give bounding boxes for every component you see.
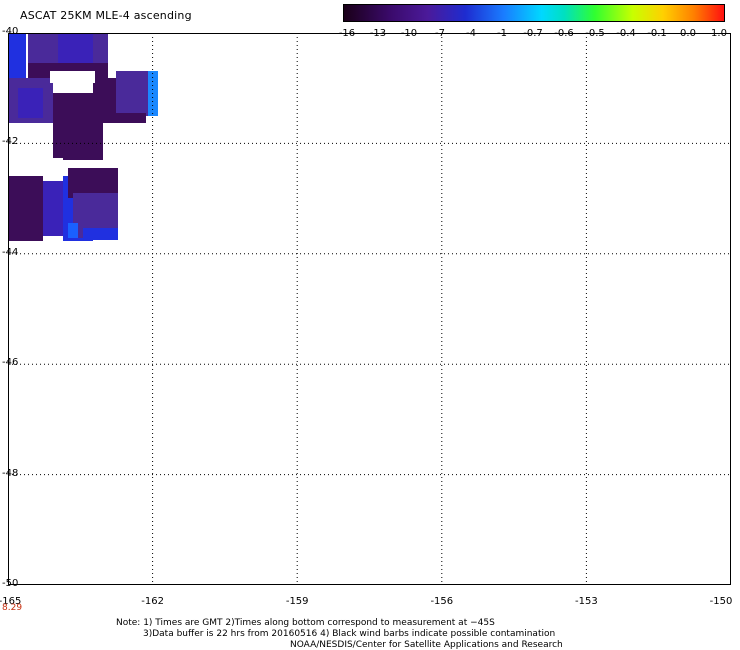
data-cell: [116, 113, 146, 123]
longitude-label: -165: [0, 596, 22, 607]
latitude-label: -44: [2, 246, 19, 258]
data-cells: [8, 33, 158, 241]
note-line-2: 3)Data buffer is 22 hrs from 20160516 4)…: [143, 629, 556, 639]
data-gap: [50, 71, 95, 83]
latitude-label: -50: [2, 578, 19, 589]
latitude-label: -42: [2, 136, 19, 148]
longitude-label: -159: [285, 596, 309, 607]
data-cell: [93, 78, 118, 123]
latitude-label: -46: [2, 357, 19, 369]
longitude-label: -153: [575, 596, 598, 607]
data-cell: [8, 228, 28, 240]
note-line-3: NOAA/NESDIS/Center for Satellite Applica…: [290, 640, 563, 650]
data-cell: [53, 123, 103, 158]
longitude-label: -162: [141, 596, 164, 607]
data-cell: [63, 153, 103, 160]
grid-lines: [8, 33, 731, 585]
data-cell: [18, 88, 43, 118]
map-title: ASCAT 25KM MLE-4 ascending: [20, 9, 192, 22]
longitude-label: -156: [430, 596, 454, 607]
colorbar: [343, 4, 725, 22]
latitude-label: -48: [2, 467, 19, 479]
longitude-label: -150: [709, 596, 733, 607]
time-label: 8.29: [2, 603, 23, 613]
note-line-1: Note: 1) Times are GMT 2)Times along bot…: [116, 618, 495, 628]
data-cell: [83, 228, 118, 240]
latitude-label: -40: [2, 26, 19, 37]
data-cell: [68, 223, 78, 238]
data-cell: [53, 93, 98, 128]
map-plot: [8, 33, 731, 585]
data-cell: [8, 33, 26, 83]
plot-border: [8, 33, 731, 585]
